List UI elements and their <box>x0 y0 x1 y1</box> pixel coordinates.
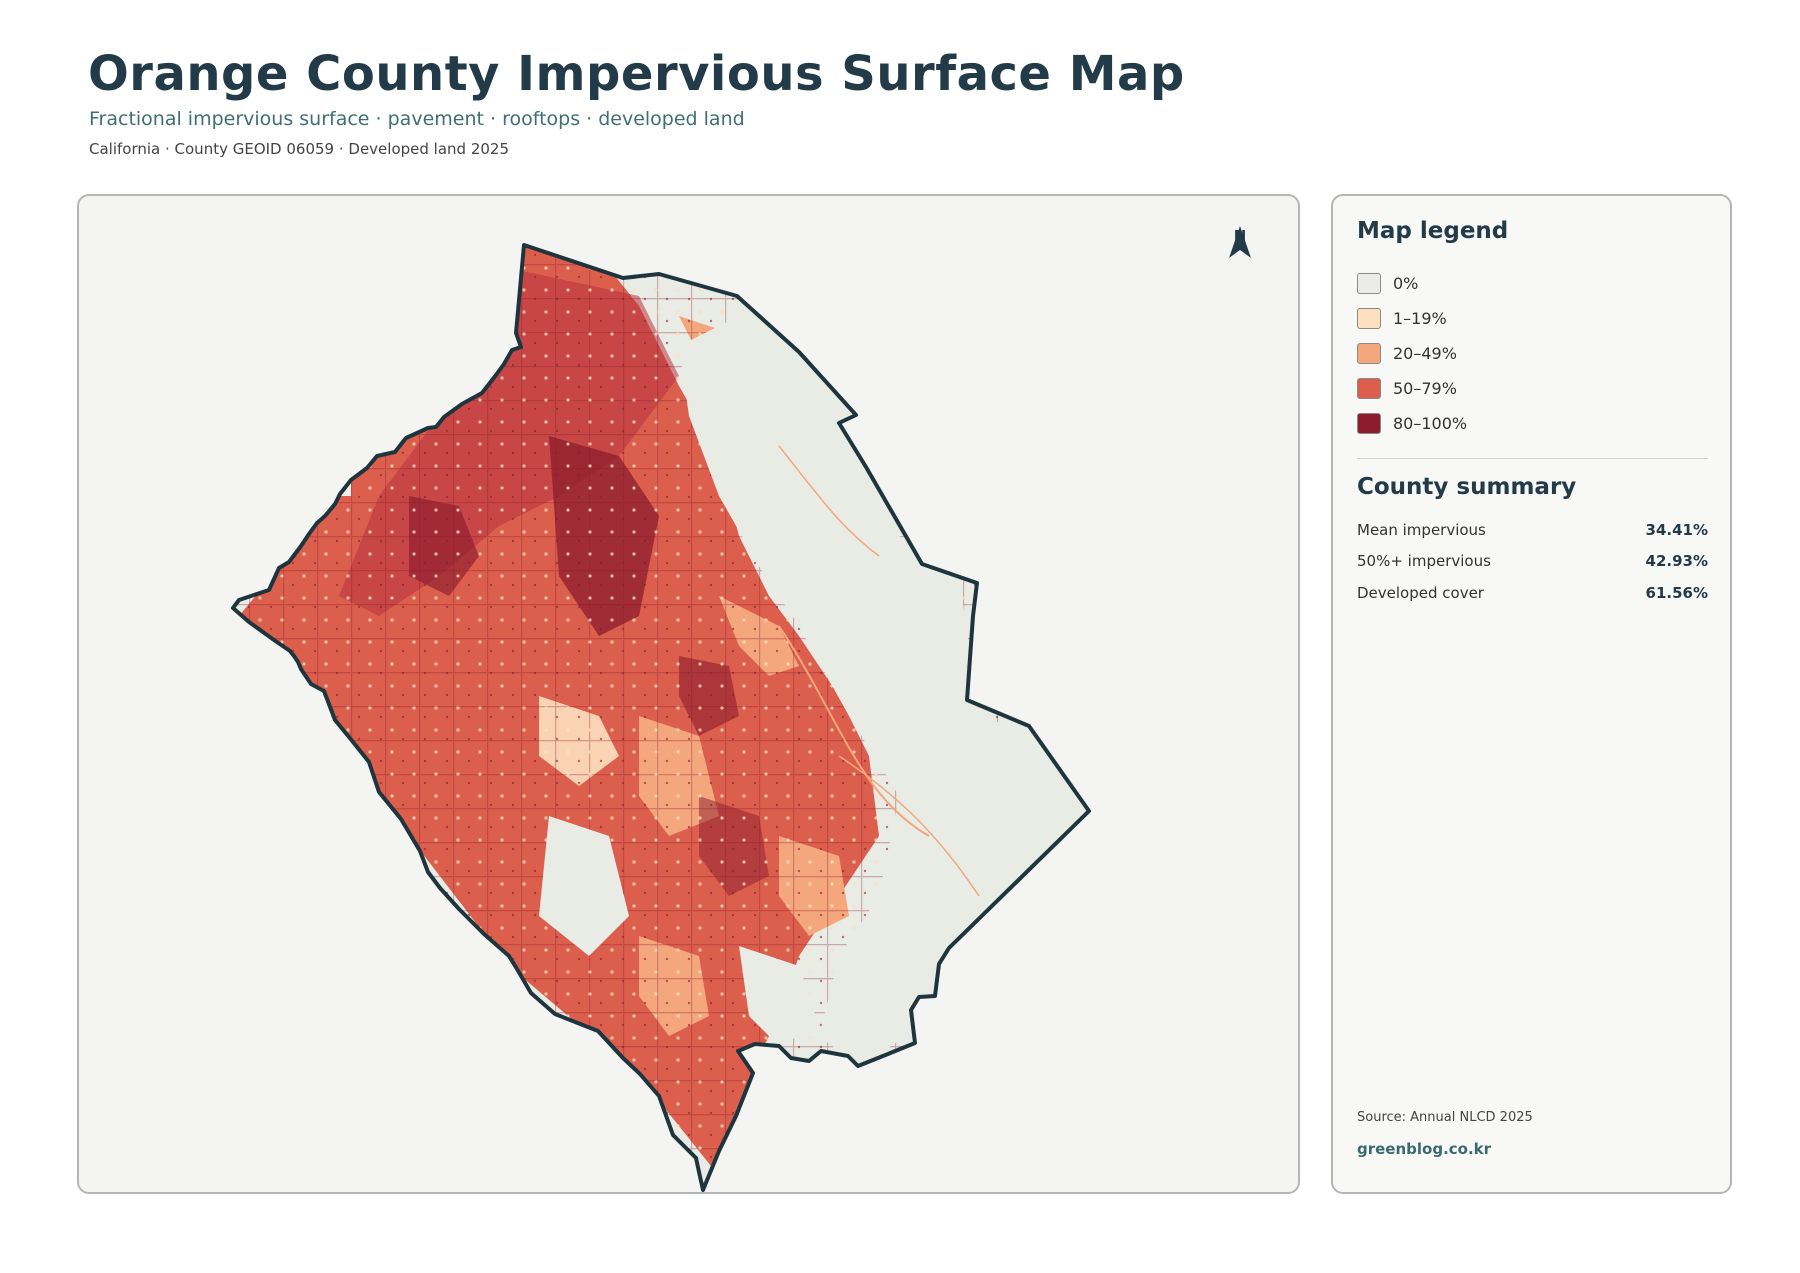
page-title: Orange County Impervious Surface Map <box>88 46 1185 102</box>
legend-swatch <box>1357 273 1381 294</box>
legend-swatch <box>1357 413 1381 434</box>
summary-value: 34.41% <box>1645 520 1708 539</box>
legend-item: 1–19% <box>1357 301 1467 336</box>
north-arrow-icon <box>1229 226 1251 258</box>
page-meta: California · County GEOID 06059 · Develo… <box>89 140 509 158</box>
impervious-raster <box>233 245 1089 1190</box>
map-panel[interactable]: N <box>77 194 1300 1194</box>
legend-item: 0% <box>1357 266 1467 301</box>
summary-table: Mean impervious 34.41% 50%+ impervious 4… <box>1357 514 1708 609</box>
county-boundary <box>231 243 1091 1192</box>
summary-title: County summary <box>1357 474 1577 500</box>
north-arrow: N <box>1225 226 1255 258</box>
legend-label: 20–49% <box>1393 344 1457 363</box>
summary-label: Developed cover <box>1357 583 1484 602</box>
legend-item: 80–100% <box>1357 406 1467 441</box>
summary-row: Developed cover 61.56% <box>1357 577 1708 609</box>
summary-label: Mean impervious <box>1357 520 1486 539</box>
legend-label: 1–19% <box>1393 309 1447 328</box>
site-credit: greenblog.co.kr <box>1357 1140 1492 1158</box>
legend-item: 50–79% <box>1357 371 1467 406</box>
legend-swatch <box>1357 343 1381 364</box>
legend-label: 0% <box>1393 274 1419 293</box>
summary-value: 42.93% <box>1645 552 1708 571</box>
county-map[interactable] <box>79 196 1300 1194</box>
page-subtitle: Fractional impervious surface · pavement… <box>89 108 745 130</box>
legend-divider <box>1357 458 1708 459</box>
legend-label: 50–79% <box>1393 379 1457 398</box>
summary-row: 50%+ impervious 42.93% <box>1357 546 1708 578</box>
summary-label: 50%+ impervious <box>1357 552 1491 571</box>
legend-swatch <box>1357 378 1381 399</box>
summary-row: Mean impervious 34.41% <box>1357 514 1708 546</box>
legend-swatch <box>1357 308 1381 329</box>
legend-panel: Map legend 0% 1–19% 20–49% 50–79% 80–100… <box>1331 194 1732 1194</box>
legend-list: 0% 1–19% 20–49% 50–79% 80–100% <box>1357 266 1467 441</box>
legend-label: 80–100% <box>1393 414 1468 433</box>
legend-item: 20–49% <box>1357 336 1467 371</box>
legend-title: Map legend <box>1357 218 1509 244</box>
summary-value: 61.56% <box>1645 583 1708 602</box>
source-note: Source: Annual NLCD 2025 <box>1357 1110 1533 1125</box>
